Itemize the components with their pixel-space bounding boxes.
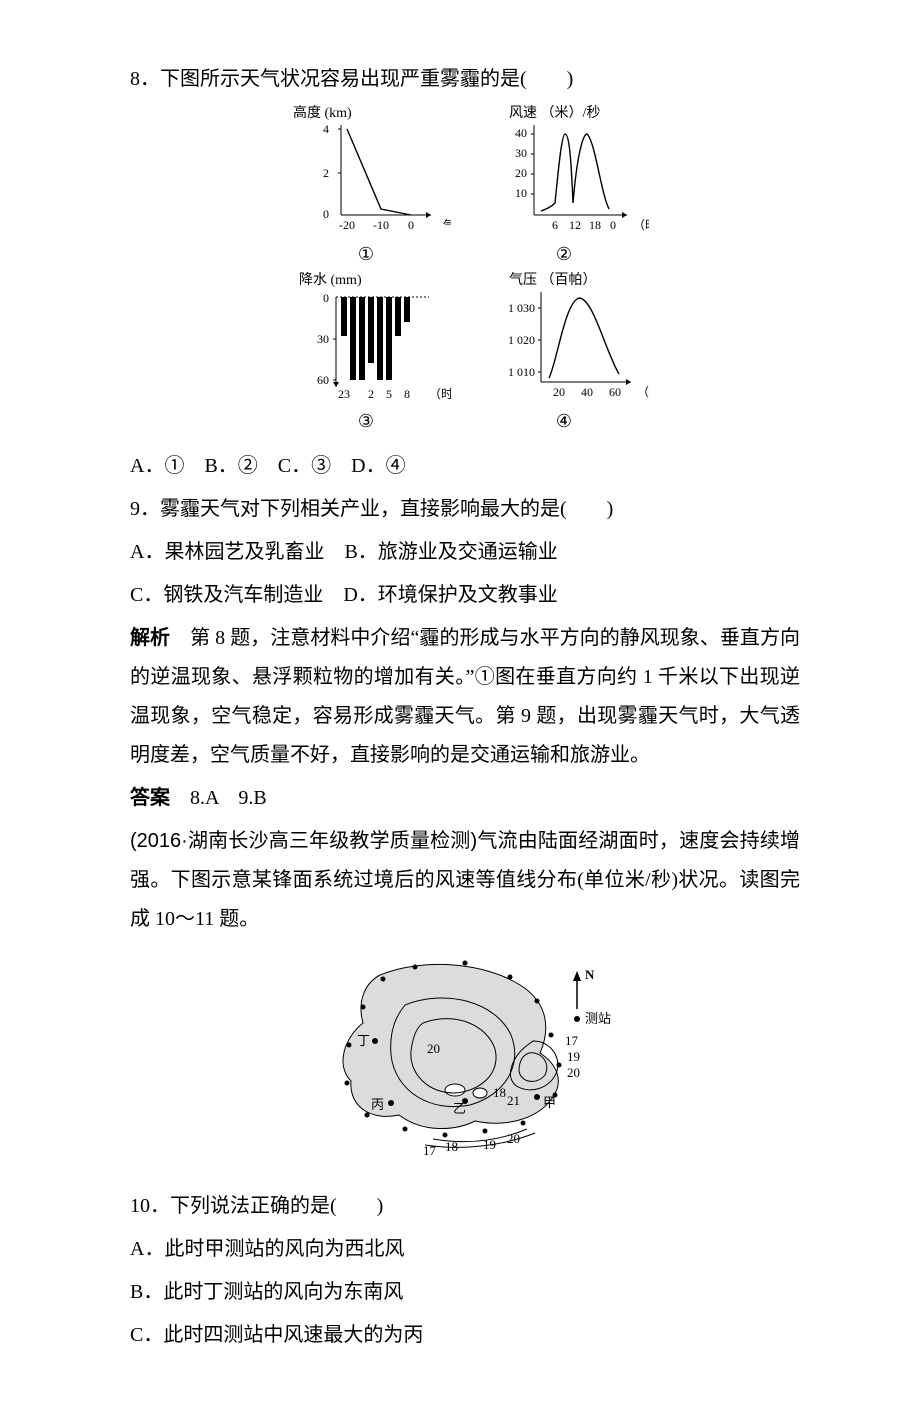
svg-text:气温 (℃): 气温 (℃) [443,217,451,232]
svg-text:10: 10 [515,186,527,200]
svg-text:0: 0 [610,218,616,232]
q8-fig-row-1: 高度 (km) 4 2 0 -20 -10 0 气温 (℃) [130,105,800,272]
svg-text:17: 17 [565,1033,579,1048]
chart-1: 高度 (km) 4 2 0 -20 -10 0 气温 (℃) [281,105,451,272]
svg-text:40: 40 [515,126,527,140]
svg-text:-20: -20 [339,218,355,232]
answer: 答案 8.A 9.B [130,779,800,818]
chart3-ylabel: 降水 (mm) [299,272,362,288]
svg-text:18: 18 [445,1139,458,1154]
passage-prefix: (2016·湖南长沙高三年级教学质量检测) [130,830,477,852]
svg-text:6: 6 [552,218,558,232]
svg-text:测站: 测站 [585,1011,611,1026]
svg-text:30: 30 [317,332,329,346]
answer-label: 答案 [130,787,170,809]
svg-text:20: 20 [515,166,527,180]
q8-fig-row-2: 降水 (mm) 0 30 60 [130,272,800,439]
svg-text:2: 2 [368,387,374,401]
chart3-label: ③ [358,404,374,439]
chart-2: 风速 （米）/秒 40 30 20 10 6 12 18 [479,105,649,272]
wind-map-svg: 20 18 21 甲 乙 丙 丁 [305,945,625,1165]
q9-stem: 9．雾霾天气对下列相关产业，直接影响最大的是( ) [130,490,800,529]
svg-text:18: 18 [589,218,601,232]
svg-text:2: 2 [323,166,329,180]
q10-stem: 10．下列说法正确的是( ) [130,1187,800,1226]
chart-4: 气压 （百帕） 1 030 1 020 1 010 20 40 60 （天） [479,272,649,439]
chart1-label: ① [358,237,374,272]
chart2-label: ② [556,237,572,272]
q8-stem: 8．下图所示天气状况容易出现严重雾霾的是( ) [130,60,800,99]
svg-text:60: 60 [609,385,621,399]
svg-text:-10: -10 [373,218,389,232]
svg-text:40: 40 [581,385,593,399]
explain-text: 第 8 题，注意材料中介绍“霾的形成与水平方向的静风现象、垂直方向的逆温现象、悬… [130,627,800,766]
explanation: 解析 第 8 题，注意材料中介绍“霾的形成与水平方向的静风现象、垂直方向的逆温现… [130,619,800,775]
svg-text:20: 20 [567,1065,580,1080]
svg-text:21: 21 [507,1093,520,1108]
svg-text:（时）: （时） [633,218,649,232]
svg-text:1 020: 1 020 [508,333,535,347]
answer-text: 8.A 9.B [170,787,267,809]
svg-text:4: 4 [323,122,329,136]
explain-label: 解析 [130,627,170,649]
svg-text:N: N [585,967,595,982]
svg-text:5: 5 [386,387,392,401]
q10-optB: B．此时丁测站的风向为东南风 [130,1273,800,1312]
svg-text:60: 60 [317,373,329,387]
svg-text:30: 30 [515,146,527,160]
svg-text:19: 19 [567,1049,580,1064]
chart-3: 降水 (mm) 0 30 60 [281,272,451,439]
svg-text:0: 0 [323,291,329,305]
svg-text:（时）: （时） [429,387,451,401]
wind-map-figure: 20 18 21 甲 乙 丙 丁 [130,945,800,1179]
chart1-ylabel: 高度 (km) [293,105,352,121]
q10-optA: A．此时甲测站的风向为西北风 [130,1230,800,1269]
svg-text:8: 8 [404,387,410,401]
svg-text:（天）: （天） [637,385,649,399]
svg-text:0: 0 [408,218,414,232]
passage: (2016·湖南长沙高三年级教学质量检测)气流由陆面经湖面时，速度会持续增强。下… [130,822,800,939]
q10-optC: C．此时四测站中风速最大的为丙 [130,1316,800,1355]
svg-text:丙: 丙 [371,1097,384,1112]
svg-text:丁: 丁 [357,1033,370,1048]
exam-page: 8．下图所示天气状况容易出现严重雾霾的是( ) 高度 (km) 4 2 [0,0,920,1419]
svg-text:20: 20 [507,1131,520,1146]
q8-options: A．① B．② C．③ D．④ [130,447,800,486]
svg-text:0: 0 [323,207,329,221]
svg-text:19: 19 [483,1137,496,1152]
svg-text:20: 20 [427,1041,440,1056]
svg-text:乙: 乙 [453,1101,466,1116]
svg-text:12: 12 [569,218,581,232]
q9-options-row1: A．果林园艺及乳畜业 B．旅游业及交通运输业 [130,533,800,572]
svg-text:20: 20 [553,385,565,399]
svg-text:1 030: 1 030 [508,301,535,315]
chart2-ylabel: 风速 （米）/秒 [509,105,600,121]
q9-options-row2: C．钢铁及汽车制造业 D．环境保护及文教事业 [130,576,800,615]
q8-figure: 高度 (km) 4 2 0 -20 -10 0 气温 (℃) [130,105,800,439]
svg-text:17: 17 [423,1143,437,1158]
svg-text:18: 18 [493,1085,506,1100]
chart4-ylabel: 气压 （百帕） [509,272,597,288]
chart4-label: ④ [556,404,572,439]
svg-text:1 010: 1 010 [508,365,535,379]
svg-text:23: 23 [338,387,350,401]
